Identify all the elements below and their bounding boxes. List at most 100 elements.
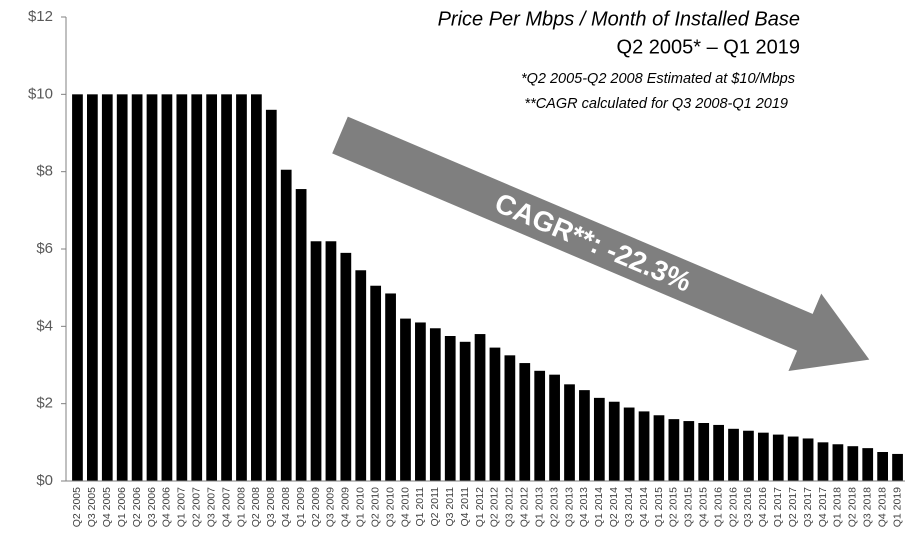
x-tick-label: Q2 2016 — [727, 487, 739, 527]
bar — [623, 407, 635, 481]
bar — [206, 94, 218, 481]
x-tick-label: Q3 2009 — [325, 487, 337, 527]
arrow-head — [788, 293, 870, 371]
bar — [459, 341, 471, 481]
bar — [593, 397, 605, 481]
x-tick-label: Q4 2015 — [697, 487, 709, 527]
bar — [251, 94, 262, 481]
chart-title: Price Per Mbps / Month of Installed Base — [438, 8, 800, 30]
bar — [877, 452, 889, 481]
x-tick-label: Q4 2010 — [399, 487, 411, 527]
x-tick-label: Q4 2018 — [876, 487, 888, 527]
bar — [772, 434, 784, 481]
bar — [221, 94, 232, 481]
x-tick-label: Q1 2006 — [116, 487, 128, 527]
bar — [236, 94, 247, 481]
bar — [86, 94, 98, 481]
x-tick-label: Q3 2010 — [384, 487, 396, 527]
x-tick-label: Q2 2008 — [250, 487, 262, 527]
x-tick-label: Q1 2019 — [891, 487, 903, 527]
x-tick-label: Q2 2012 — [489, 487, 501, 527]
x-tick-label: Q1 2010 — [355, 487, 367, 527]
y-tick-label: $4 — [36, 317, 53, 334]
x-tick-label: Q4 2017 — [817, 487, 829, 527]
bar — [429, 328, 441, 481]
bar — [444, 336, 456, 481]
bar — [489, 347, 501, 481]
x-tick-label: Q2 2006 — [131, 487, 143, 527]
x-tick-label: Q1 2013 — [533, 487, 545, 527]
chart-subtitle: Q2 2005* – Q1 2019 — [617, 36, 800, 58]
bar — [265, 109, 277, 482]
bar — [370, 285, 382, 481]
bar — [385, 293, 396, 481]
y-tick-label: $8 — [36, 163, 53, 180]
y-tick-label: $12 — [28, 8, 53, 25]
x-tick-label: Q1 2012 — [474, 487, 486, 527]
x-tick-label: Q4 2008 — [280, 487, 292, 527]
x-tick-label: Q4 2014 — [638, 487, 650, 527]
x-tick-label: Q3 2018 — [862, 487, 874, 527]
x-tick-label: Q2 2018 — [847, 487, 859, 527]
x-tick-label: Q4 2007 — [220, 487, 232, 527]
bar — [310, 241, 322, 481]
bar — [892, 453, 903, 481]
x-tick-label: Q3 2016 — [742, 487, 754, 527]
bar — [280, 169, 292, 481]
x-tick-label: Q2 2005 — [71, 487, 83, 527]
x-tick-label: Q2 2010 — [369, 487, 381, 527]
bar — [161, 94, 173, 481]
bar — [728, 428, 739, 481]
x-tick-label: Q2 2015 — [668, 487, 680, 527]
x-tick-label: Q4 2012 — [519, 487, 531, 527]
x-tick-label: Q2 2017 — [787, 487, 799, 527]
x-tick-label: Q1 2007 — [176, 487, 188, 527]
bar — [116, 94, 128, 481]
bar — [191, 94, 203, 481]
note: **CAGR calculated for Q3 2008-Q1 2019 — [524, 96, 788, 112]
y-tick-label: $2 — [36, 395, 53, 412]
x-tick-label: Q2 2011 — [429, 487, 441, 527]
x-tick-label: Q4 2009 — [340, 487, 352, 527]
x-tick-label: Q2 2013 — [548, 487, 560, 527]
y-tick-label: $6 — [36, 240, 53, 257]
bar — [504, 355, 516, 481]
bar — [757, 432, 769, 481]
x-tick-label: Q1 2008 — [235, 487, 247, 527]
bar — [862, 448, 874, 481]
bar — [355, 270, 367, 481]
x-tick-label: Q3 2011 — [444, 487, 456, 527]
x-tick-label: Q1 2011 — [414, 487, 426, 527]
x-tick-label: Q3 2017 — [802, 487, 814, 527]
bar — [131, 94, 143, 481]
bar — [474, 334, 486, 481]
bar — [325, 241, 337, 481]
x-tick-label: Q3 2013 — [563, 487, 575, 527]
bar — [72, 94, 83, 481]
x-tick-label: Q3 2012 — [504, 487, 516, 527]
bar — [683, 421, 695, 481]
x-tick-label: Q4 2013 — [578, 487, 590, 527]
bar — [608, 401, 620, 481]
x-tick-label: Q1 2018 — [832, 487, 844, 527]
x-tick-label: Q1 2015 — [653, 487, 665, 527]
bar — [787, 436, 799, 481]
x-tick-label: Q4 2011 — [459, 487, 471, 527]
bar — [146, 94, 158, 481]
bar — [638, 411, 650, 481]
bar — [519, 363, 531, 481]
x-tick-label: Q2 2007 — [191, 487, 203, 527]
bar — [101, 94, 113, 481]
x-tick-label: Q3 2007 — [205, 487, 217, 527]
bar — [534, 370, 546, 481]
x-tick-label: Q4 2005 — [101, 487, 113, 527]
bar — [743, 430, 754, 481]
x-tick-label: Q4 2016 — [757, 487, 769, 527]
y-tick-label: $0 — [36, 472, 53, 489]
bar — [832, 444, 844, 481]
bar — [579, 390, 590, 481]
x-tick-label: Q1 2016 — [712, 487, 724, 527]
x-tick-label: Q3 2008 — [265, 487, 277, 527]
bar — [176, 94, 188, 481]
